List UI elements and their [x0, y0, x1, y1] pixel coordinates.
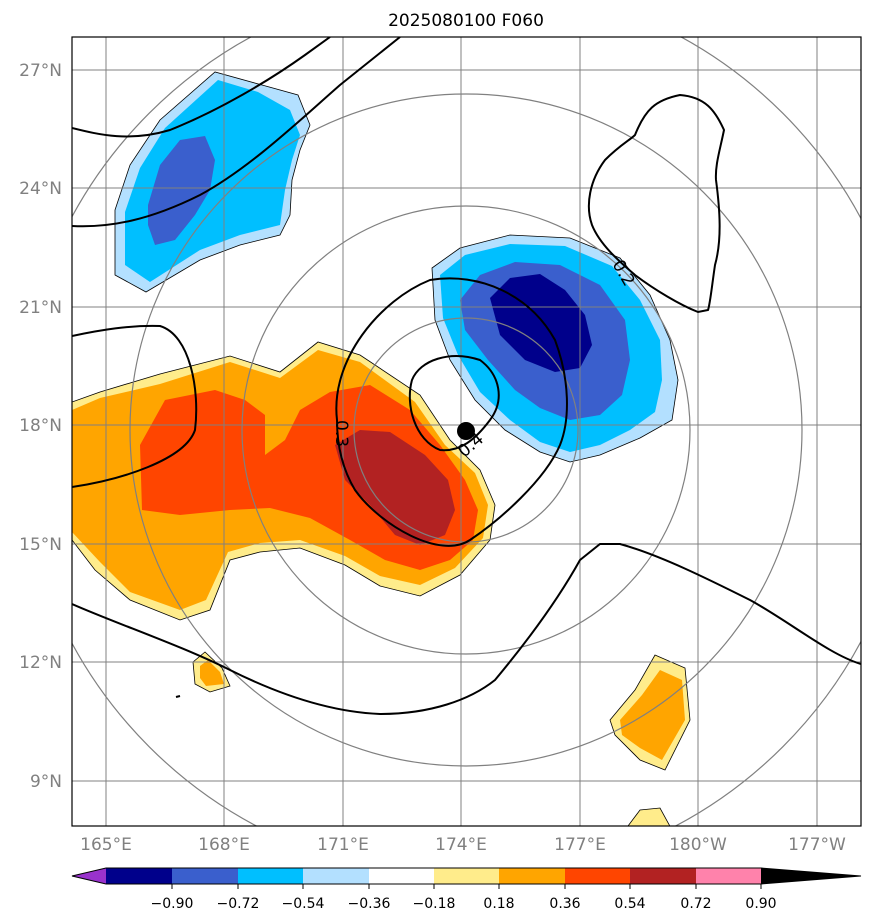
latitude-labels: 27°N 24°N 21°N 18°N 15°N 12°N 9°N — [19, 61, 62, 792]
colorbar-segment-1 — [106, 868, 172, 884]
colorbar-tick-label-6: 0.18 — [483, 896, 514, 912]
lat-label-24n: 24°N — [19, 179, 62, 199]
map-frame — [71, 36, 862, 827]
line-contours — [72, 37, 861, 716]
lon-label-171e: 171°E — [317, 835, 369, 855]
shaded-anomaly-field — [72, 71, 691, 826]
colorbar-segment-under — [72, 868, 106, 884]
contour-label-0.3: 0.3 — [331, 420, 351, 447]
lon-label-165e: 165°E — [80, 835, 132, 855]
lon-label-180w: 180°W — [669, 835, 727, 855]
colorbar-tick-label-5: −0.18 — [413, 896, 456, 912]
colorbar-tick-label-7: 0.36 — [549, 896, 580, 912]
colorbar-ticks — [171, 884, 762, 889]
map-area: 0.2 0.3 0.4 — [72, 37, 861, 826]
colorbar-segment-over — [761, 868, 861, 884]
colorbar-tick-label-2: −0.72 — [217, 896, 260, 912]
lat-label-12n: 12°N — [19, 653, 62, 673]
colorbar-segment-6 — [434, 868, 499, 884]
lat-label-27n: 27°N — [19, 61, 62, 81]
colorbar-tick-label-4: −0.36 — [348, 896, 391, 912]
lat-label-15n: 15°N — [19, 535, 62, 555]
graticule — [72, 37, 861, 826]
colorbar-segment-7 — [499, 868, 565, 884]
colorbar-tick-label-9: 0.72 — [680, 896, 711, 912]
map-title: 2025080100 F060 — [388, 11, 544, 31]
lat-label-21n: 21°N — [19, 298, 62, 318]
storm-center-marker — [457, 422, 475, 440]
lat-label-18n: 18°N — [19, 416, 62, 436]
lon-label-174e: 174°E — [435, 835, 487, 855]
longitude-labels: 165°E 168°E 171°E 174°E 177°E 180°W 177°… — [80, 835, 846, 855]
lon-label-177w: 177°W — [788, 835, 846, 855]
colorbar-segment-8 — [565, 868, 630, 884]
colorbar-segment-4 — [303, 868, 369, 884]
lon-label-177e: 177°E — [554, 835, 606, 855]
colorbar-tick-label-10: 0.90 — [745, 896, 776, 912]
colorbar-segment-3 — [238, 868, 303, 884]
colorbar-segment-5 — [369, 868, 434, 884]
colorbar-segment-9 — [630, 868, 696, 884]
colorbar-tick-label-8: 0.54 — [614, 896, 645, 912]
colorbar-segment-2 — [172, 868, 238, 884]
colorbar-tick-label-3: −0.54 — [282, 896, 325, 912]
colorbar: −0.90 −0.72 −0.54 −0.36 −0.18 0.18 0.36 … — [71, 867, 862, 912]
lon-label-168e: 168°E — [198, 835, 250, 855]
colorbar-outline — [71, 867, 862, 885]
colorbar-tick-label-1: −0.90 — [151, 896, 194, 912]
lat-label-9n: 9°N — [30, 772, 62, 792]
colorbar-segment-10 — [696, 868, 761, 884]
